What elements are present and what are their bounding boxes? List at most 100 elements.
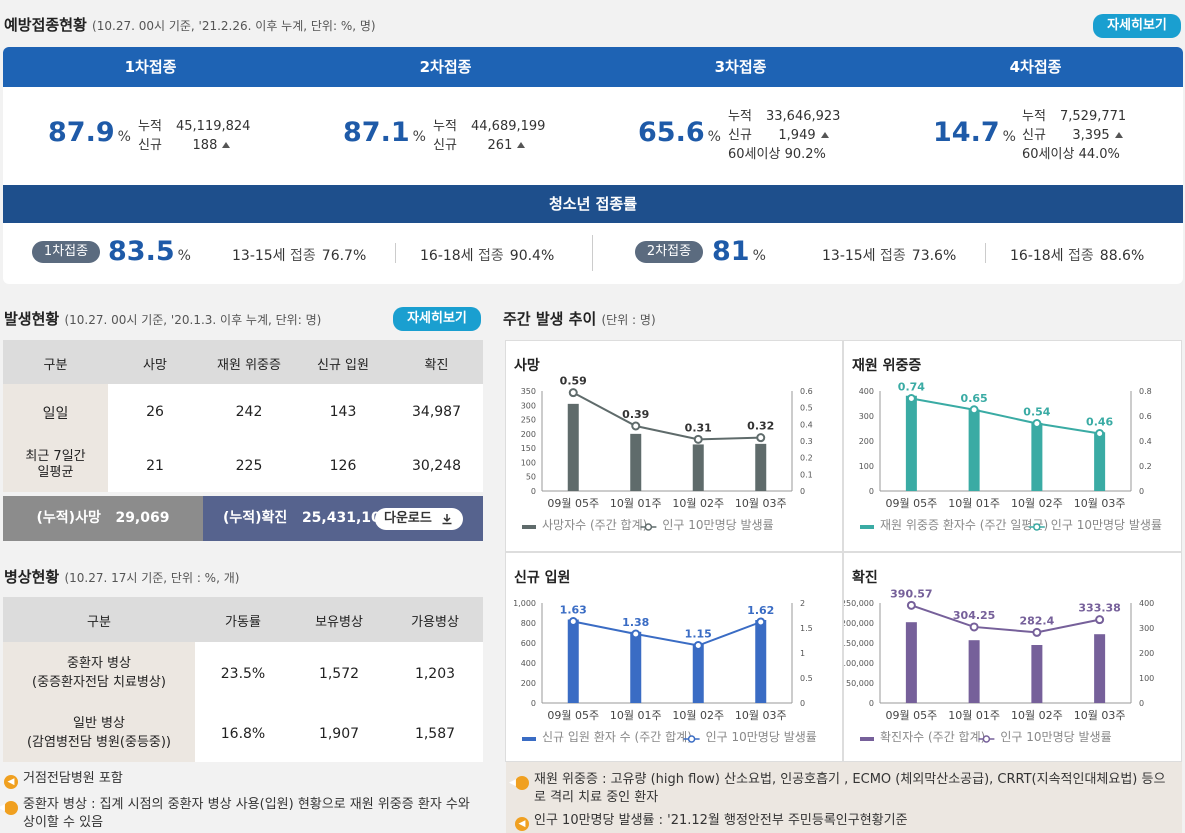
x-tick-label: 10월 03주 bbox=[735, 497, 787, 510]
y2-tick-label: 0 bbox=[800, 699, 805, 708]
beds-icu-available: 1,203 bbox=[414, 666, 456, 682]
rate-point bbox=[756, 617, 766, 627]
y2-tick-label: 0.2 bbox=[1139, 462, 1152, 471]
speaker-icon: ◀ bbox=[0, 801, 18, 815]
rate-line bbox=[572, 391, 761, 441]
rate-point bbox=[631, 629, 641, 639]
rate-point bbox=[693, 434, 703, 444]
outbreak-week-admit: 126 bbox=[329, 458, 357, 474]
outbreak-row-label bbox=[3, 384, 108, 492]
outbreak-detail-button[interactable]: 자세히보기 bbox=[393, 307, 481, 331]
y-tick-label: 1,000 bbox=[513, 599, 536, 608]
beds-note-1: ◀ 거점전담병원 포함 bbox=[4, 771, 482, 789]
beds-table-header bbox=[3, 597, 483, 642]
beds-col-label: 구분 bbox=[87, 615, 111, 630]
dose-2-stats: 누적 44,689,199 신규 261 bbox=[433, 119, 546, 153]
weekly-subtitle: (단위 : 명) bbox=[601, 313, 656, 327]
y-tick-label: 100 bbox=[859, 462, 874, 471]
chart-severe-box: 재원 위중증 0 100 200 300 400 0 0.2 0.4 0.6 0.8 09월 05주… bbox=[843, 340, 1182, 552]
rate-point bbox=[906, 600, 916, 610]
youth-second-rate: 81% bbox=[712, 236, 766, 267]
data-label: 0.74 bbox=[898, 381, 925, 394]
dose-1-stats: 누적 45,119,824 신규 188 bbox=[138, 119, 251, 153]
beds-subtitle: (10.27. 17시 기준, 단위 : %, 개) bbox=[64, 571, 240, 585]
speaker-icon: ◀ bbox=[515, 817, 529, 831]
y-tick-label: 250 bbox=[521, 416, 536, 425]
outbreak-table-header bbox=[3, 340, 483, 384]
vaccination-title: 예방접종현황 bbox=[4, 16, 87, 34]
weekly-note-1: ◀ 재원 위중증 : 고유량 (high flow) 산소요법, 인공호흡기 , … bbox=[509, 772, 1166, 805]
y2-tick-label: 1 bbox=[800, 649, 805, 658]
y2-tick-label: 0 bbox=[1139, 487, 1144, 496]
rate-point bbox=[906, 394, 916, 403]
y2-tick-label: 400 bbox=[1139, 599, 1154, 608]
beds-row-general-label: 일반 병상 (감염병전담 병원(중등중)) bbox=[26, 716, 172, 750]
y-tick-label: 50,000 bbox=[846, 679, 874, 688]
download-button[interactable]: 다운로드 bbox=[375, 508, 463, 530]
rate-point bbox=[693, 641, 703, 650]
legend-bar-swatch bbox=[860, 737, 874, 741]
dose-1-label: 1차접종 bbox=[124, 58, 177, 76]
y-tick-label: 600 bbox=[521, 639, 536, 648]
legend-line-marker bbox=[644, 523, 653, 531]
y-tick-label: 300 bbox=[859, 412, 874, 421]
data-label: 0.54 bbox=[1023, 406, 1050, 419]
outbreak-week-severe: 225 bbox=[235, 458, 263, 474]
vaccination-detail-button[interactable]: 자세히보기 bbox=[1093, 14, 1181, 38]
beds-row-label bbox=[3, 642, 195, 762]
y2-tick-label: 200 bbox=[1139, 649, 1154, 658]
y2-tick-label: 0.2 bbox=[800, 454, 813, 463]
bar bbox=[630, 433, 642, 491]
youth-first-badge: 1차접종 bbox=[32, 241, 100, 263]
chart-severe: 0 100 200 300 400 0 0.2 0.4 0.6 0.8 09월 05주 10월 01주… bbox=[859, 381, 1162, 533]
bar bbox=[1031, 645, 1043, 703]
weekly-notes: ◀ 재원 위중증 : 고유량 (high flow) 산소요법, 인공호흡기 , … bbox=[506, 762, 1182, 833]
data-label: 0.31 bbox=[685, 421, 712, 434]
y-tick-label: 400 bbox=[521, 659, 536, 668]
chart-admit-box: 신규 입원 0 200 400 600 800 1,000 0 0.5 1 1.5 2 09월 05주… bbox=[505, 552, 843, 762]
beds-general-available: 1,587 bbox=[414, 726, 456, 742]
y-tick-label: 0 bbox=[869, 487, 874, 496]
x-tick-label: 10월 03주 bbox=[1074, 497, 1126, 510]
download-icon bbox=[442, 514, 452, 525]
legend-line-label: 인구 10만명당 발생률 bbox=[1051, 518, 1162, 532]
y2-tick-label: 0.5 bbox=[800, 674, 813, 683]
y2-tick-label: 100 bbox=[1139, 674, 1154, 683]
dose-3-rate: 65.6% bbox=[638, 117, 721, 148]
dose-1-rate: 87.9% bbox=[48, 117, 131, 148]
outbreak-daily-confirmed: 34,987 bbox=[412, 404, 461, 420]
x-tick-label: 10월 03주 bbox=[1074, 709, 1126, 722]
rate-point bbox=[568, 388, 578, 398]
outbreak-subtitle: (10.27. 00시 기준, '20.1.3. 이후 누계, 단위: 명) bbox=[64, 313, 322, 327]
y2-tick-label: 300 bbox=[1139, 624, 1154, 633]
beds-icu-rate: 23.5% bbox=[220, 666, 266, 682]
outbreak-row-week-label: 최근 7일간 일평균 bbox=[25, 449, 86, 480]
rate-point bbox=[568, 617, 578, 626]
youth-second-badge: 2차접종 bbox=[635, 241, 703, 263]
weekly-header: 주간 발생 추이 (단위 : 명) bbox=[503, 308, 656, 329]
bar bbox=[692, 643, 704, 703]
rate-point bbox=[1032, 627, 1042, 637]
data-label: 304.25 bbox=[953, 609, 995, 622]
dose-3-label: 3차접종 bbox=[714, 58, 767, 76]
y2-tick-label: 0.4 bbox=[800, 420, 813, 429]
y-tick-label: 350 bbox=[521, 387, 536, 396]
y2-tick-label: 0.8 bbox=[1139, 387, 1152, 396]
dose-4-stats: 누적 7,529,771 신규 3,395 60세이상 44.0% bbox=[1022, 109, 1127, 162]
legend-line-label: 인구 10만명당 발생률 bbox=[706, 730, 817, 744]
legend-bar-label: 확진자수 (주간 합계) bbox=[880, 730, 985, 744]
bar bbox=[755, 443, 767, 491]
y-tick-label: 200 bbox=[521, 430, 536, 439]
y-tick-label: 300 bbox=[521, 401, 536, 410]
bar bbox=[968, 409, 980, 491]
legend-line-marker bbox=[1033, 523, 1041, 531]
outbreak-daily-admit: 143 bbox=[329, 404, 357, 420]
outbreak-col-confirmed: 확진 bbox=[424, 358, 449, 373]
y2-tick-label: 0.6 bbox=[1139, 412, 1152, 421]
beds-col-available: 가용병상 bbox=[411, 615, 459, 630]
x-tick-label: 09월 05주 bbox=[886, 497, 938, 510]
x-tick-label: 10월 01주 bbox=[610, 709, 662, 722]
weekly-title: 주간 발생 추이 bbox=[503, 310, 597, 328]
rate-point bbox=[969, 405, 979, 415]
increase-icon bbox=[222, 142, 231, 148]
